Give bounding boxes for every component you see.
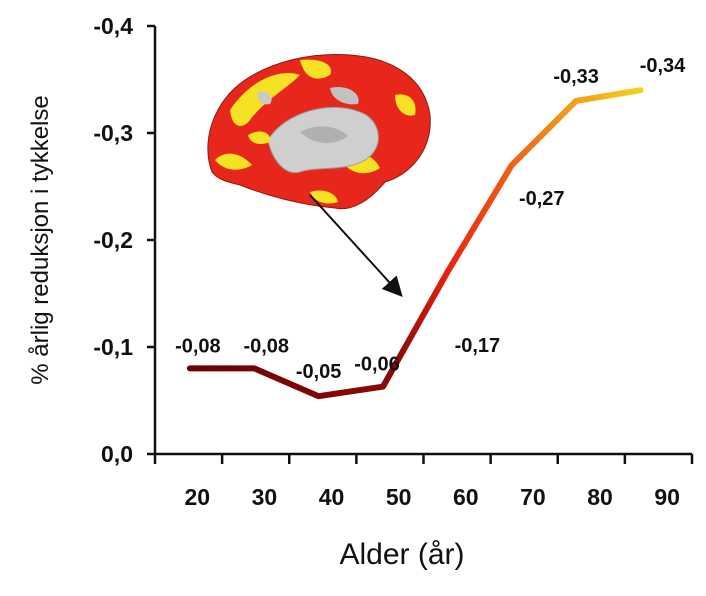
x-tick-group: 20 30 40 50 60 70 80 90: [153, 454, 694, 510]
pointer-arrow: [309, 194, 403, 297]
y-tick-label: -0,1: [93, 334, 133, 360]
data-label: -0,08: [175, 335, 221, 357]
data-label: -0,27: [519, 188, 565, 210]
x-tick-label: 90: [654, 484, 680, 510]
data-label: -0,05: [296, 361, 342, 383]
x-tick-label: 40: [319, 484, 345, 510]
data-label: -0,06: [354, 354, 400, 376]
x-axis-title: Alder (år): [339, 538, 464, 571]
series-line: [186, 87, 644, 400]
data-label-group: -0,08 -0,08 -0,05 -0,06 -0,17 -0,27 -0,33 -0,34: [175, 55, 686, 383]
y-tick-label: -0,4: [93, 13, 133, 39]
data-label: -0,33: [553, 66, 599, 88]
x-tick-label: 70: [520, 484, 546, 510]
y-axis-title: % årlig reduksjon i tykkelse: [27, 95, 54, 384]
x-tick-label: 60: [453, 484, 479, 510]
x-tick-label: 50: [386, 484, 412, 510]
y-tick-group: 0,0 -0,1 -0,2 -0,3 -0,4: [93, 13, 155, 467]
x-tick-label: 30: [252, 484, 278, 510]
x-tick-label: 20: [184, 484, 210, 510]
brain-illustration: [207, 54, 431, 210]
y-tick-label: -0,3: [93, 120, 133, 146]
x-tick-label: 80: [587, 484, 613, 510]
y-tick-label: -0,2: [93, 227, 133, 253]
data-label: -0,08: [243, 335, 289, 357]
y-tick-label: 0,0: [101, 441, 133, 467]
data-label: -0,17: [455, 335, 501, 357]
data-label: -0,34: [640, 55, 686, 77]
